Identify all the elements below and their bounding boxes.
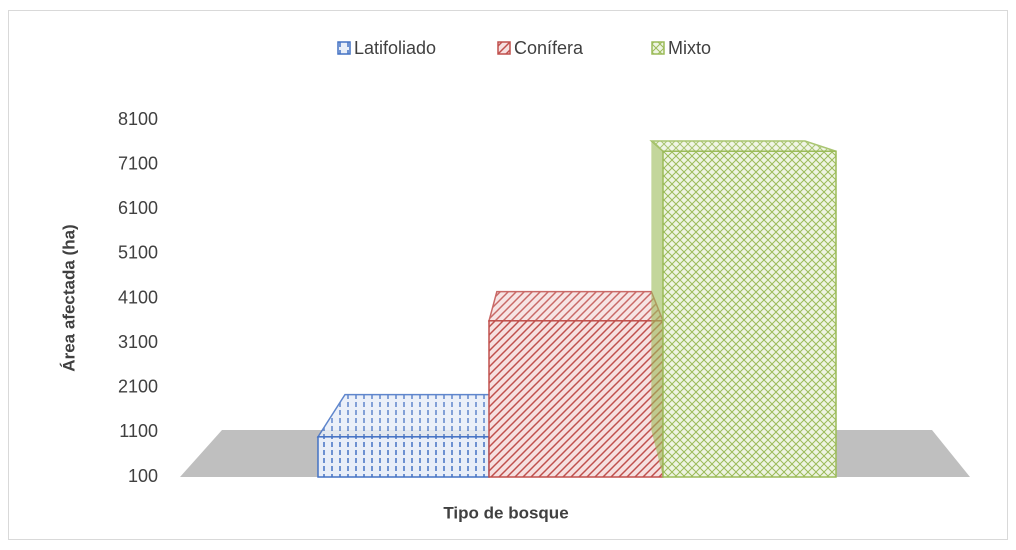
bar [662, 150, 837, 478]
legend-swatch [497, 41, 511, 55]
y-tick-label: 100 [128, 466, 158, 486]
legend-label: Mixto [668, 38, 711, 58]
legend-label: Conífera [514, 38, 584, 58]
bar [488, 320, 664, 478]
bar [317, 436, 490, 478]
bar-side [651, 141, 663, 477]
y-axis-title: Área afectada (ha) [59, 224, 78, 371]
legend-swatch [337, 41, 351, 55]
bar-top [316, 393, 498, 438]
bar-top [488, 290, 665, 322]
y-tick-label: 8100 [118, 109, 158, 129]
legend-label: Latifoliado [354, 38, 436, 58]
legend-swatch [651, 41, 665, 55]
x-axis-title: Tipo de bosque [443, 503, 568, 522]
y-tick-label: 6100 [118, 198, 158, 218]
y-tick-label: 1100 [119, 421, 158, 441]
y-tick-label: 7100 [118, 153, 158, 173]
bar-top [649, 140, 837, 152]
y-tick-label: 4100 [118, 287, 158, 307]
y-tick-label: 3100 [118, 332, 158, 352]
y-tick-label: 5100 [118, 243, 158, 263]
y-tick-label: 2100 [118, 377, 158, 397]
